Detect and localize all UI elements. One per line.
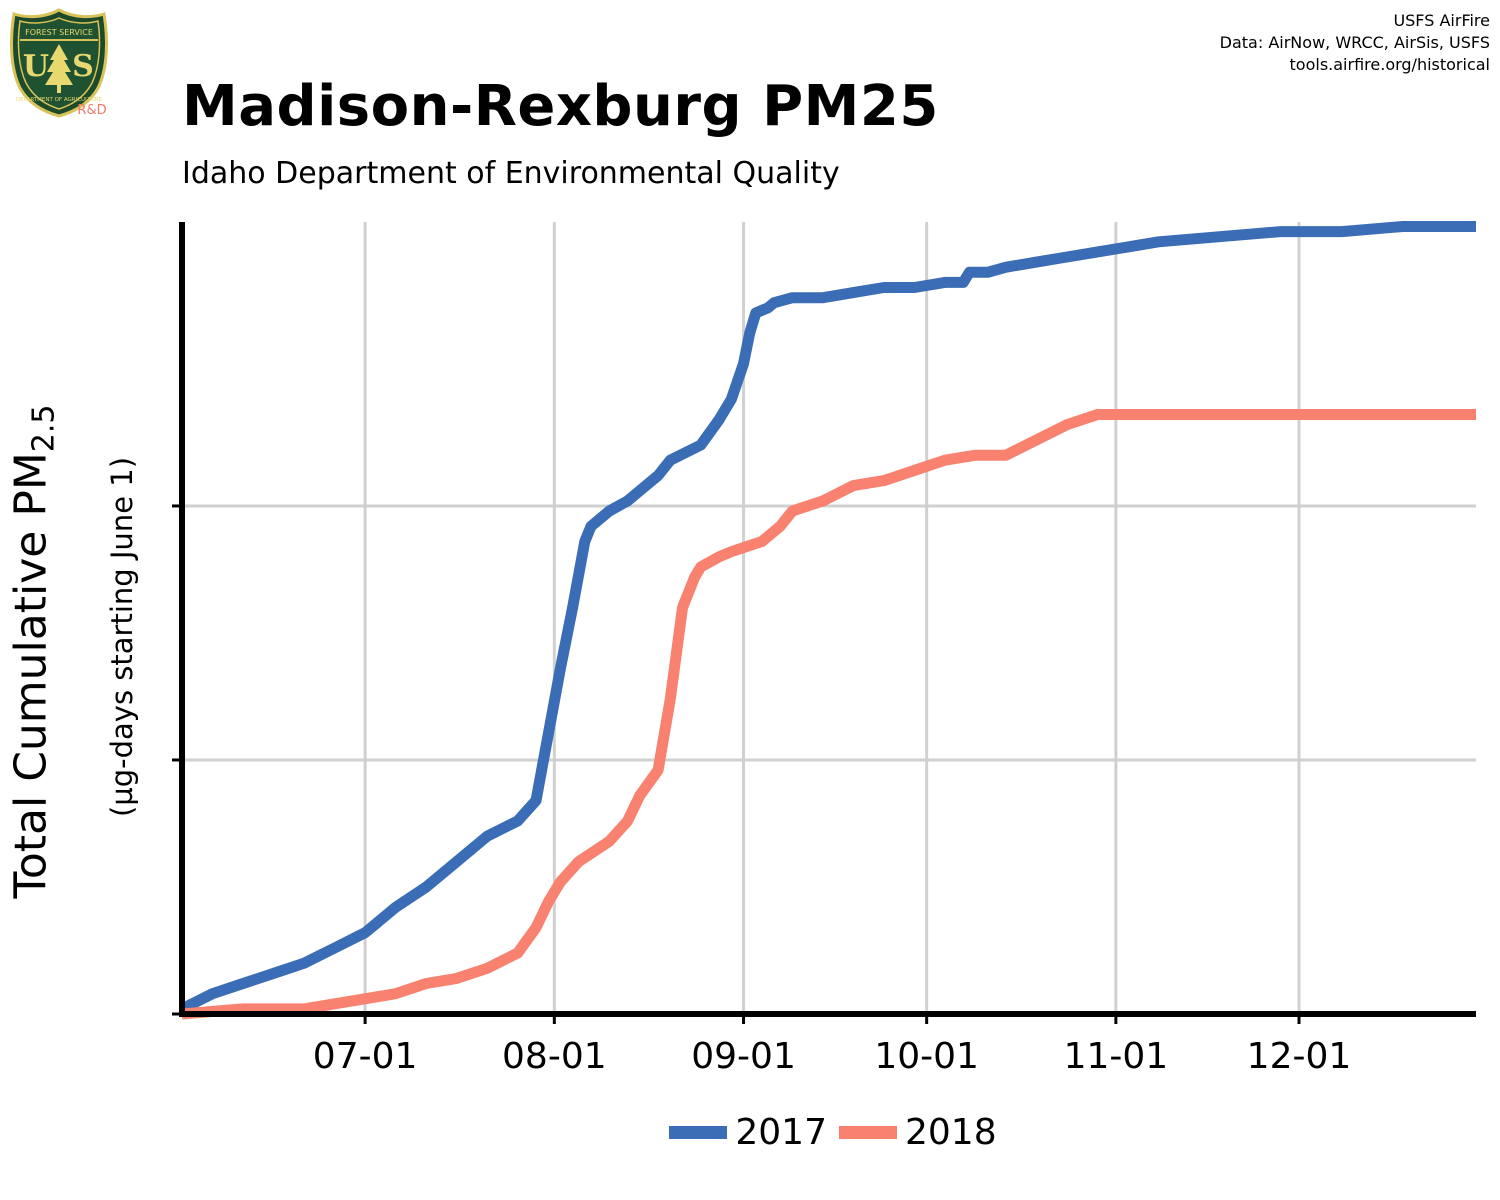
x-tick-label: 10-01 [874,1036,979,1077]
legend: 2017 2018 [0,1112,1500,1153]
series-line-2018 [181,409,1476,1020]
x-tick-label: 08-01 [502,1036,607,1077]
credit-line: USFS AirFire [1393,11,1490,30]
chart-title: Madison-Rexburg PM25 [182,74,939,139]
legend-swatch-2018 [839,1126,897,1139]
svg-text:U: U [23,49,49,84]
x-tick-label: 12-01 [1247,1036,1352,1077]
legend-label-2018: 2018 [905,1112,997,1153]
svg-text:DEPARTMENT OF AGRICULTURE: DEPARTMENT OF AGRICULTURE [16,97,103,103]
svg-text:FOREST SERVICE: FOREST SERVICE [25,28,93,37]
legend-item-2017: 2017 [669,1112,827,1153]
legend-item-2018: 2018 [839,1112,997,1153]
series-line-2017 [179,221,1476,1014]
x-tick-label: 11-01 [1064,1036,1169,1077]
credit-line: Data: AirNow, WRCC, AirSis, USFS [1219,33,1490,52]
x-tick-label: 07-01 [313,1036,418,1077]
credit-line: tools.airfire.org/historical [1289,55,1490,74]
forest-service-shield-icon: FOREST SERVICE U S DEPARTMENT OF AGRICUL… [8,8,110,118]
legend-swatch-2017 [669,1126,728,1139]
credits: USFS AirFire Data: AirNow, WRCC, AirSis,… [1220,10,1490,76]
x-tick-label: 09-01 [691,1036,796,1077]
chart-subtitle: Idaho Department of Environmental Qualit… [182,156,840,191]
legend-label-2017: 2017 [735,1112,827,1153]
rd-badge: R&D [77,103,106,118]
svg-text:S: S [72,49,94,84]
